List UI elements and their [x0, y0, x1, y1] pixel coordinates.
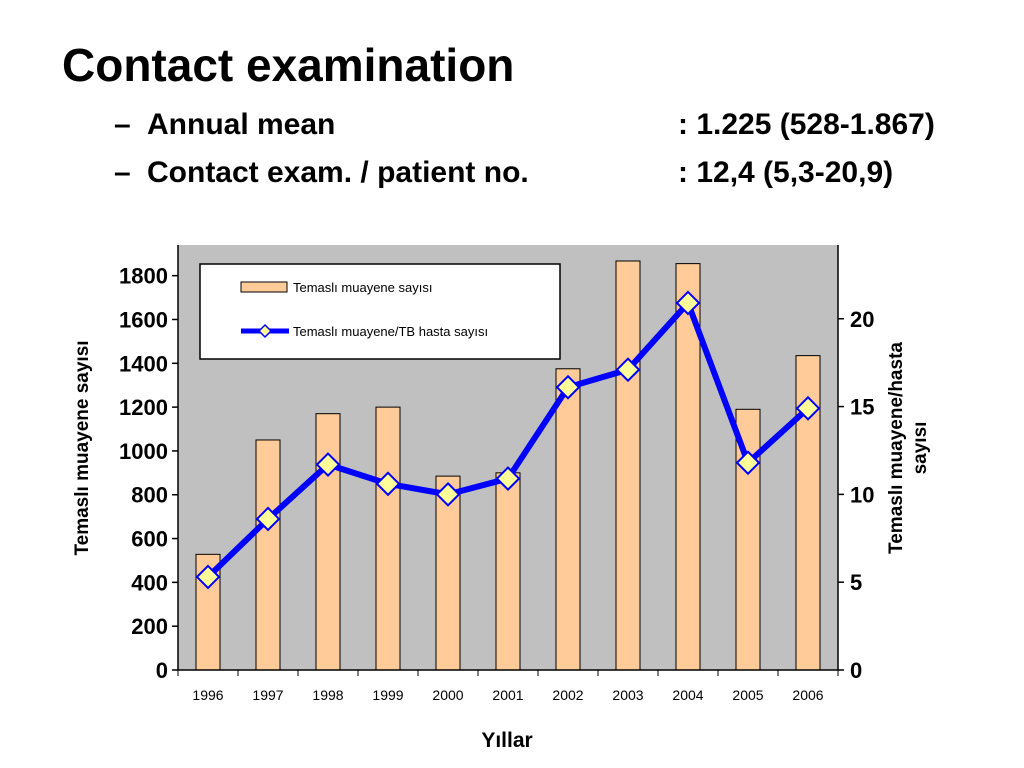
y-tick-label-right: 0	[850, 658, 862, 683]
x-tick-label: 2000	[432, 687, 463, 703]
bullet-label: Contact exam. / patient no.	[147, 156, 529, 189]
bar	[435, 475, 461, 671]
x-tick-label: 2004	[672, 687, 703, 703]
x-tick-label: 2006	[792, 687, 823, 703]
x-tick-label: 2003	[612, 687, 643, 703]
legend-swatch-marker	[257, 323, 273, 339]
x-tick-label: 2005	[732, 687, 763, 703]
line-point	[375, 471, 401, 497]
slide-title: Contact examination	[62, 39, 515, 91]
y-axis-label-right-line: Temaslı muayene/hasta	[886, 342, 907, 554]
y-axis-label-left: Temaslı muayene sayısı	[72, 340, 93, 555]
bullet-value: : 12,4 (5,3-20,9)	[678, 156, 894, 189]
x-tick-label: 2002	[552, 687, 583, 703]
y-tick-label-left: 600	[131, 527, 168, 552]
line-point	[495, 466, 521, 491]
y-tick-label-left: 1200	[119, 395, 168, 420]
y-tick-label-right: 20	[850, 307, 874, 332]
y-tick-label-left: 400	[131, 570, 168, 595]
bar	[255, 439, 281, 671]
y-tick-label-left: 0	[156, 658, 168, 683]
line-point	[735, 450, 761, 476]
bullet-dash: –	[114, 108, 131, 141]
legend-swatch-bar	[240, 281, 288, 293]
y-tick-label-left: 1800	[119, 264, 168, 289]
legend-label-line: Temaslı muayene/TB hasta sayısı	[293, 324, 488, 339]
x-tick-label: 1999	[372, 687, 403, 703]
legend-box	[199, 263, 561, 360]
line-point	[315, 452, 341, 477]
bar	[495, 472, 521, 671]
line-point	[795, 395, 821, 421]
bullet-label: Annual mean	[147, 108, 336, 141]
y-tick-label-left: 1600	[119, 307, 168, 332]
line-point	[195, 564, 221, 590]
x-tick-label: 2001	[492, 687, 523, 703]
legend: Temaslı muayene sayısı Temaslı muayene/TB…	[199, 263, 561, 360]
x-tick-label: 1997	[252, 687, 283, 703]
y-tick-label-right: 15	[850, 395, 874, 420]
y-tick-label-right: 10	[850, 482, 874, 507]
bullet-dash: –	[114, 156, 131, 189]
bar	[555, 368, 581, 671]
line-point	[255, 506, 281, 532]
y-tick-label-left: 800	[131, 483, 168, 508]
line-point	[615, 357, 641, 383]
line-point	[675, 290, 701, 316]
x-axis-label: Yıllar	[481, 729, 532, 752]
line-point	[435, 481, 461, 507]
y-tick-label-right: 5	[850, 570, 862, 595]
line-point	[555, 374, 581, 400]
y-axis-label-right-line: sayısı	[910, 422, 931, 475]
y-tick-label-left: 1000	[119, 439, 168, 464]
y-tick-label-left: 1400	[119, 351, 168, 376]
bullet-value: : 1.225 (528-1.867)	[678, 108, 935, 141]
bar	[615, 260, 641, 671]
x-tick-label: 1998	[312, 687, 343, 703]
y-tick-label-left: 200	[131, 614, 168, 639]
x-tick-label: 1996	[192, 687, 223, 703]
bar	[375, 406, 401, 671]
y-axis-label-right: Temaslı muayene/hasta sayısı	[886, 342, 931, 554]
legend-label-bar: Temaslı muayene sayısı	[293, 280, 432, 295]
